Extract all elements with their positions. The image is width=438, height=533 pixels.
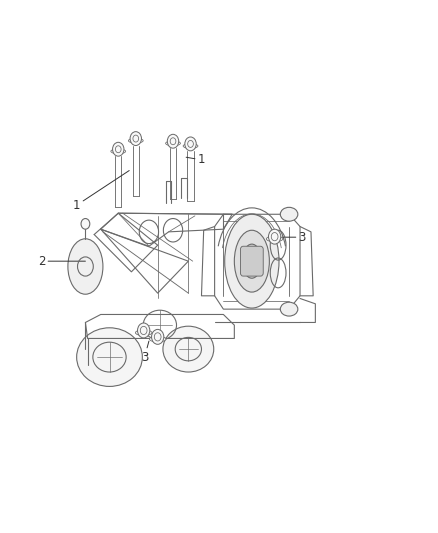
Circle shape bbox=[81, 219, 90, 229]
Ellipse shape bbox=[128, 138, 143, 143]
Ellipse shape bbox=[225, 214, 279, 308]
Ellipse shape bbox=[280, 207, 298, 221]
Circle shape bbox=[268, 229, 281, 244]
Ellipse shape bbox=[163, 326, 214, 372]
Ellipse shape bbox=[266, 236, 283, 242]
Ellipse shape bbox=[280, 302, 298, 316]
Circle shape bbox=[113, 142, 124, 156]
FancyBboxPatch shape bbox=[240, 246, 263, 276]
Circle shape bbox=[185, 137, 196, 151]
Text: 1: 1 bbox=[186, 154, 205, 166]
Circle shape bbox=[167, 134, 179, 148]
Circle shape bbox=[130, 132, 141, 146]
Ellipse shape bbox=[149, 336, 166, 342]
Circle shape bbox=[138, 323, 150, 338]
Ellipse shape bbox=[111, 149, 126, 154]
Ellipse shape bbox=[183, 143, 198, 148]
Ellipse shape bbox=[166, 141, 180, 146]
Ellipse shape bbox=[242, 244, 261, 278]
Ellipse shape bbox=[234, 230, 269, 292]
Text: 2: 2 bbox=[38, 255, 85, 268]
Text: 1: 1 bbox=[73, 171, 129, 212]
Text: 3: 3 bbox=[283, 231, 306, 244]
Ellipse shape bbox=[77, 328, 142, 386]
Ellipse shape bbox=[135, 330, 152, 336]
Text: 3: 3 bbox=[141, 341, 149, 364]
Ellipse shape bbox=[68, 239, 103, 294]
Circle shape bbox=[152, 329, 164, 344]
